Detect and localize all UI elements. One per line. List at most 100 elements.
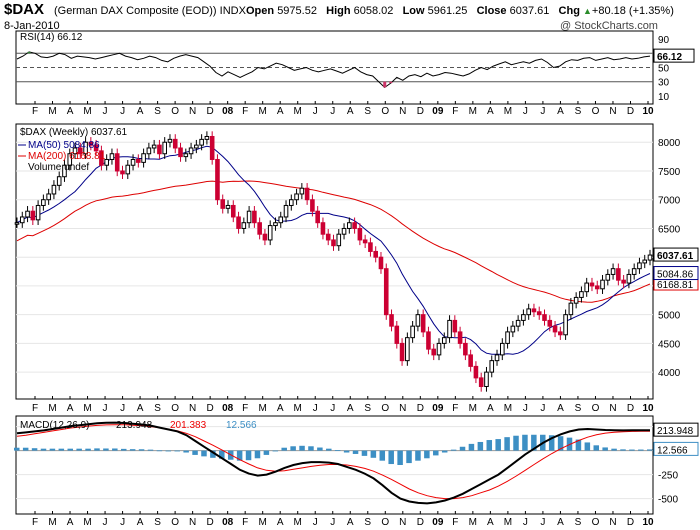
x-axis-label-rsi: J (103, 106, 108, 117)
price-candle-body (420, 314, 426, 333)
x-axis-label-macd: F (32, 517, 38, 528)
price-candle-body (536, 311, 542, 316)
rsi-tick-label: 50 (658, 64, 670, 75)
x-axis-label-price: M (48, 403, 56, 414)
x-axis-label-rsi: J (120, 106, 125, 117)
price-candle-body (410, 325, 415, 339)
price-candle-body (494, 354, 500, 362)
price-candle-body (378, 256, 384, 270)
price-candle-body (468, 354, 473, 367)
macd-tick-label: -250 (658, 471, 678, 482)
x-axis-label-price: J (120, 403, 125, 414)
price-candle-body (294, 193, 299, 201)
macd-value-label: 213.948 (657, 426, 694, 437)
price-candle-body (51, 184, 57, 195)
price-candle-body (30, 210, 36, 221)
price-candle-body (236, 216, 241, 229)
x-axis-label-macd: A (137, 517, 144, 528)
price-candle-body (278, 216, 284, 224)
price-candle-body (552, 325, 558, 333)
x-axis-label-rsi: A (137, 106, 144, 117)
macd-histogram-bar (201, 450, 207, 457)
macd-histogram-bar (415, 450, 421, 461)
price-candle-body (547, 319, 553, 327)
macd-histogram-bar (94, 448, 100, 451)
price-candle-body (631, 268, 637, 275)
price-candle-body (93, 144, 99, 152)
chg-label: Chg (558, 5, 580, 17)
brand-watermark: @ StockCharts.com (560, 20, 658, 32)
x-axis-label-macd: J (313, 517, 318, 528)
price-candle-body (452, 319, 458, 333)
macd-histogram-bar (49, 448, 56, 451)
x-axis-label-rsi: J (540, 106, 545, 117)
x-axis-label-rsi: O (171, 106, 179, 117)
price-candle-body (531, 308, 537, 313)
price-candle-body (136, 158, 141, 163)
x-axis-label-macd: M (48, 517, 56, 528)
price-legend-volume: Volume undef (28, 162, 89, 173)
macd-histogram-bar (495, 439, 501, 451)
close-value: 6037.61 (509, 5, 550, 17)
x-axis-label-rsi: J (523, 106, 528, 117)
price-candle-body (262, 233, 268, 241)
x-axis-label-price: N (399, 403, 406, 414)
x-axis-label-macd: O (171, 517, 179, 528)
x-axis-label-rsi: A (557, 106, 564, 117)
price-candle-body (99, 150, 104, 166)
macd-histogram-bar (67, 448, 73, 451)
price-candle-body (621, 279, 626, 284)
macd-histogram-bar (14, 447, 20, 451)
macd-histogram-bar (379, 450, 386, 461)
macd-histogram-bar (334, 450, 341, 451)
price-candle-body (447, 319, 452, 339)
price-candle-body (151, 144, 157, 149)
x-axis-label-macd: M (294, 517, 302, 528)
x-axis-label-price: M (83, 403, 91, 414)
price-candle-body (415, 314, 421, 327)
price-candle-body (368, 242, 373, 252)
ticker-symbol: $DAX (4, 1, 45, 18)
price-candle-body (67, 153, 73, 166)
price-candle-body (172, 138, 178, 149)
price-tick-label: 4500 (658, 339, 681, 350)
price-candle-body (114, 153, 120, 172)
x-axis-label-macd: D (627, 517, 634, 528)
x-axis-label-price: M (504, 403, 512, 414)
price-candle-body (194, 144, 199, 149)
x-axis-label-macd: D (207, 517, 214, 528)
x-axis-label-price: 08 (222, 403, 234, 414)
price-legend-ma200: MA(200) 6168.81 (28, 151, 106, 162)
macd-histogram-bar (120, 448, 127, 451)
rsi-tick-label: 10 (658, 92, 670, 103)
macd-histogram-bar (352, 450, 359, 454)
price-candle-body (315, 210, 320, 224)
price-candle-body (331, 239, 336, 247)
price-candle-body (336, 233, 342, 247)
x-axis-label-price: M (294, 403, 302, 414)
price-candle-body (526, 308, 531, 316)
x-axis-label-price: 10 (642, 403, 654, 414)
ma50-line (16, 145, 651, 355)
x-axis-label-price: O (592, 403, 600, 414)
price-candle-body (373, 250, 378, 258)
macd-histogram-bar (192, 450, 198, 455)
price-candle-body (178, 147, 183, 158)
price-candle-body (521, 314, 526, 321)
close-value-label-box (653, 247, 699, 262)
x-axis-label-price: O (381, 403, 389, 414)
x-axis-label-price: D (627, 403, 634, 414)
x-axis-label-macd: 09 (432, 517, 444, 528)
price-candle-body (431, 348, 437, 356)
rsi-current-box (653, 48, 695, 63)
macd-histogram-bar (370, 450, 377, 458)
macd-histogram-bar (647, 449, 653, 451)
price-tick-label: 8000 (658, 138, 681, 149)
macd-histogram-bar (112, 448, 118, 451)
x-axis-label-macd: J (103, 517, 108, 528)
price-candle-body (352, 222, 357, 229)
price-candle-body (199, 138, 204, 146)
macd-histogram-bar (548, 435, 555, 451)
x-axis-label-price: S (575, 403, 582, 414)
macd-histogram-bar (308, 446, 314, 451)
